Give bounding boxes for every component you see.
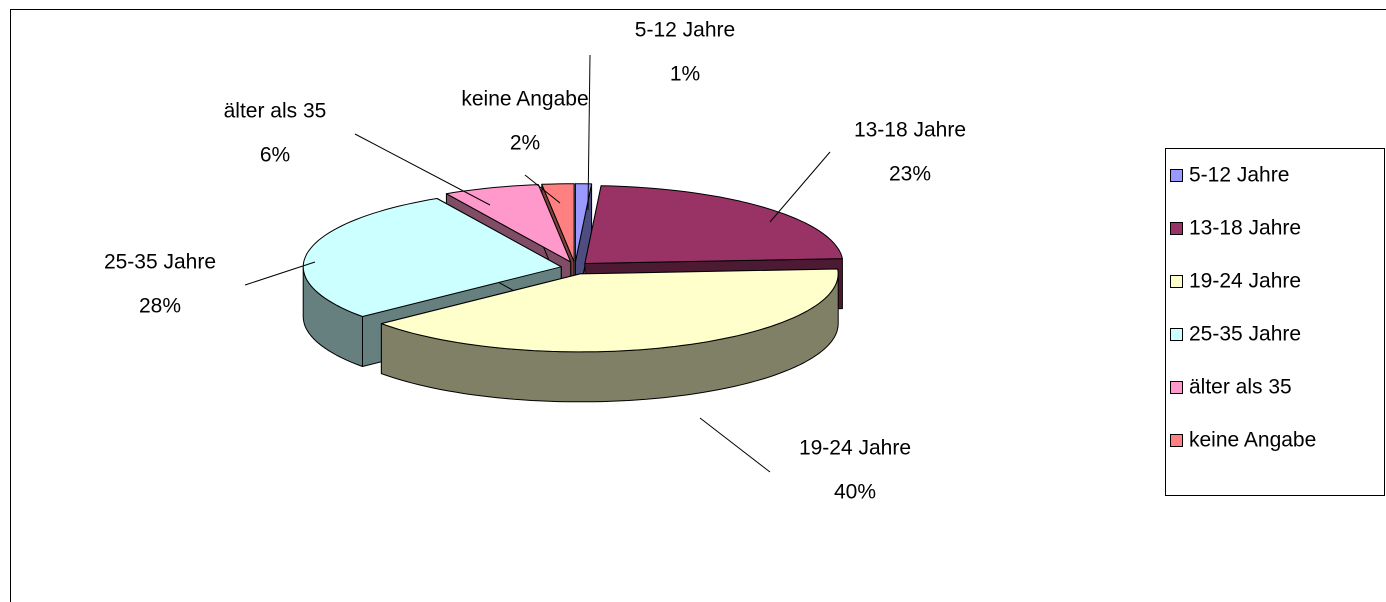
leader-line — [587, 54, 591, 211]
data-label-name: 19-24 Jahre — [799, 437, 911, 460]
data-label-value: 6% — [260, 144, 290, 167]
data-label-name: 25-35 Jahre — [104, 251, 216, 274]
legend — [1165, 148, 1385, 496]
slice — [574, 183, 593, 263]
legend-swatch — [1170, 222, 1183, 235]
legend-swatch — [1170, 275, 1183, 288]
legend-swatch — [1170, 381, 1183, 394]
data-label-value: 28% — [139, 295, 181, 318]
slice — [445, 184, 572, 263]
slice — [380, 268, 839, 403]
leader-line — [244, 261, 316, 286]
data-label-value: 40% — [834, 481, 876, 504]
data-label-value: 2% — [510, 132, 540, 155]
legend-label: 5-12 Jahre — [1189, 164, 1289, 187]
data-label-value: 1% — [670, 63, 700, 86]
data-label-name: 5-12 Jahre — [635, 19, 735, 42]
data-label-name: 13-18 Jahre — [854, 119, 966, 142]
legend-label: keine Angabe — [1189, 429, 1316, 452]
legend-swatch — [1170, 434, 1183, 447]
leader-line — [769, 151, 831, 223]
data-label-name: keine Angabe — [461, 88, 588, 111]
slice — [541, 183, 575, 263]
leader-line — [524, 174, 561, 204]
data-label-value: 23% — [889, 163, 931, 186]
legend-label: 25-35 Jahre — [1189, 323, 1301, 346]
slice — [302, 198, 562, 317]
legend-swatch — [1170, 328, 1183, 341]
leader-line — [699, 417, 771, 473]
data-label-name: älter als 35 — [224, 100, 327, 123]
legend-label: älter als 35 — [1189, 376, 1292, 399]
legend-swatch — [1170, 169, 1183, 182]
legend-label: 13-18 Jahre — [1189, 217, 1301, 240]
legend-label: 19-24 Jahre — [1189, 270, 1301, 293]
leader-line — [354, 133, 491, 206]
slice — [380, 268, 839, 353]
slice — [584, 185, 843, 264]
